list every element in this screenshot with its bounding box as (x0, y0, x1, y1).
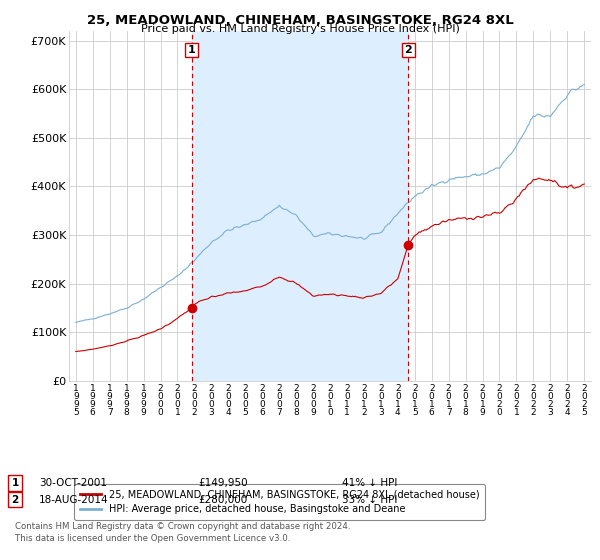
Legend: 25, MEADOWLAND, CHINEHAM, BASINGSTOKE, RG24 8XL (detached house), HPI: Average p: 25, MEADOWLAND, CHINEHAM, BASINGSTOKE, R… (74, 484, 485, 520)
Text: Price paid vs. HM Land Registry's House Price Index (HPI): Price paid vs. HM Land Registry's House … (140, 24, 460, 34)
Text: 1: 1 (188, 45, 196, 55)
Text: £280,000: £280,000 (198, 494, 247, 505)
Text: 2: 2 (404, 45, 412, 55)
Text: £149,950: £149,950 (198, 478, 248, 488)
Text: 18-AUG-2014: 18-AUG-2014 (39, 494, 109, 505)
Text: 1: 1 (11, 478, 19, 488)
Text: 25, MEADOWLAND, CHINEHAM, BASINGSTOKE, RG24 8XL: 25, MEADOWLAND, CHINEHAM, BASINGSTOKE, R… (86, 14, 514, 27)
Text: 33% ↓ HPI: 33% ↓ HPI (342, 494, 397, 505)
Bar (191, 31, 409, 381)
Text: Contains HM Land Registry data © Crown copyright and database right 2024.
This d: Contains HM Land Registry data © Crown c… (15, 522, 350, 543)
Text: 2: 2 (11, 494, 19, 505)
Text: 41% ↓ HPI: 41% ↓ HPI (342, 478, 397, 488)
Text: 30-OCT-2001: 30-OCT-2001 (39, 478, 107, 488)
